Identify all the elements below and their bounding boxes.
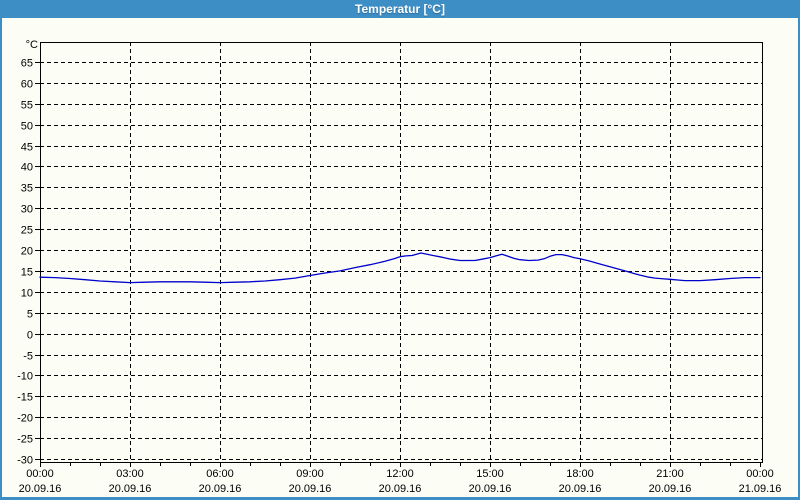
y-tick-label: -25 — [17, 434, 33, 446]
y-tick-label: 60 — [21, 79, 33, 91]
y-tick-label: -15 — [17, 392, 33, 404]
x-date-label: 20.09.16 — [109, 483, 152, 495]
y-tick-label: 5 — [27, 309, 33, 321]
x-time-label: 09:00 — [296, 468, 324, 480]
x-time-label: 18:00 — [566, 468, 594, 480]
x-time-label: 15:00 — [476, 468, 504, 480]
y-tick-label: -5 — [23, 351, 33, 363]
x-date-label: 20.09.16 — [19, 483, 62, 495]
y-tick-label: 0 — [27, 330, 33, 342]
x-time-label: 06:00 — [206, 468, 234, 480]
y-tick-label: 30 — [21, 204, 33, 216]
x-time-label: 00:00 — [746, 468, 774, 480]
window-titlebar[interactable]: Temperatur [°C] — [0, 0, 800, 18]
y-axis-unit-label: °C — [26, 39, 38, 51]
x-time-label: 12:00 — [386, 468, 414, 480]
y-tick-label: -30 — [17, 455, 33, 467]
x-axis-labels: 00:00 20.09.16 03:00 20.09.16 06:00 20.09.16 0… — [19, 468, 782, 495]
x-date-label: 20.09.16 — [289, 483, 332, 495]
plot-border — [40, 42, 763, 463]
x-time-label: 03:00 — [116, 468, 144, 480]
y-axis: 65605550454035302520151050-5-10-15-20-25… — [17, 58, 40, 467]
y-gridlines — [40, 62, 762, 460]
x-date-label: 20.09.16 — [469, 483, 512, 495]
y-tick-label: 50 — [21, 121, 33, 133]
x-axis-ticks — [40, 462, 761, 467]
x-time-label: 21:00 — [656, 468, 684, 480]
x-date-label: 20.09.16 — [649, 483, 692, 495]
temperature-chart: 65605550454035302520151050-5-10-15-20-25… — [17, 39, 782, 495]
y-tick-label: 10 — [21, 288, 33, 300]
x-gridlines — [130, 42, 671, 462]
x-date-label: 20.09.16 — [199, 483, 242, 495]
window-title: Temperatur [°C] — [355, 2, 445, 16]
y-tick-label: 45 — [21, 142, 33, 154]
y-tick-label: 20 — [21, 246, 33, 258]
y-tick-label: 25 — [21, 225, 33, 237]
x-time-label: 00:00 — [26, 468, 54, 480]
x-date-label: 20.09.16 — [379, 483, 422, 495]
chart-container: 65 60 55 50 45 40 35 30 25 20 15 10 5 0 -5 -10 -15 -20 -25… — [2, 18, 798, 497]
y-tick-label: -20 — [17, 413, 33, 425]
y-tick-label: 15 — [21, 267, 33, 279]
y-tick-label: 35 — [21, 183, 33, 195]
y-tick-label: 65 — [21, 58, 33, 70]
x-date-label: 20.09.16 — [559, 483, 602, 495]
x-date-label: 21.09.16 — [739, 483, 782, 495]
y-tick-label: 55 — [21, 100, 33, 112]
series-line-temperatur — [39, 252, 761, 284]
y-tick-label: -10 — [17, 371, 33, 383]
y-tick-label: 40 — [21, 162, 33, 174]
